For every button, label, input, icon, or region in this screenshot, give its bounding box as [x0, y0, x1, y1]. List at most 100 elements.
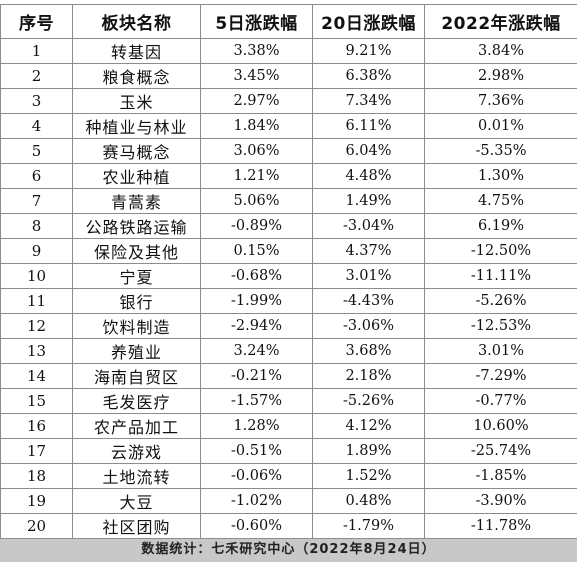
cell-change-20d: 4.48% — [312, 163, 425, 189]
table-row: 11 银行 -1.99% -4.43% -5.26% — [0, 288, 577, 314]
cell-sector-name: 土地流转 — [72, 463, 201, 489]
cell-change-5d: -0.68% — [200, 263, 313, 289]
cell-change-5d: -0.06% — [200, 463, 313, 489]
table-row: 9 保险及其他 0.15% 4.37% -12.50% — [0, 238, 577, 264]
cell-change-20d: -3.06% — [312, 313, 425, 339]
cell-sector-name: 银行 — [72, 288, 201, 314]
cell-index: 5 — [0, 138, 73, 164]
cell-sector-name: 玉米 — [72, 88, 201, 114]
cell-index: 16 — [0, 413, 73, 439]
header-change-2022: 2022年涨跌幅 — [424, 4, 577, 39]
table-row: 7 青蒿素 5.06% 1.49% 4.75% — [0, 188, 577, 214]
table-row: 12 饮料制造 -2.94% -3.06% -12.53% — [0, 313, 577, 339]
table-row: 19 大豆 -1.02% 0.48% -3.90% — [0, 488, 577, 514]
data-source-footer: 数据统计：七禾研究中心（2022年8月24日） — [0, 538, 577, 562]
cell-sector-name: 农业种植 — [72, 163, 201, 189]
cell-index: 14 — [0, 363, 73, 389]
cell-change-20d: -1.79% — [312, 513, 425, 539]
cell-index: 20 — [0, 513, 73, 539]
cell-sector-name: 饮料制造 — [72, 313, 201, 339]
cell-index: 9 — [0, 238, 73, 264]
cell-change-20d: 1.89% — [312, 438, 425, 464]
cell-change-5d: -1.02% — [200, 488, 313, 514]
cell-change-5d: -0.51% — [200, 438, 313, 464]
cell-change-2022: -7.29% — [424, 363, 577, 389]
cell-change-20d: -3.04% — [312, 213, 425, 239]
cell-sector-name: 公路铁路运输 — [72, 213, 201, 239]
cell-change-20d: 0.48% — [312, 488, 425, 514]
cell-index: 15 — [0, 388, 73, 414]
cell-change-5d: 1.28% — [200, 413, 313, 439]
cell-index: 1 — [0, 38, 73, 64]
table-row: 17 云游戏 -0.51% 1.89% -25.74% — [0, 438, 577, 464]
cell-change-2022: -11.11% — [424, 263, 577, 289]
table-row: 6 农业种植 1.21% 4.48% 1.30% — [0, 163, 577, 189]
cell-change-20d: 4.12% — [312, 413, 425, 439]
cell-index: 19 — [0, 488, 73, 514]
cell-index: 10 — [0, 263, 73, 289]
cell-sector-name: 宁夏 — [72, 263, 201, 289]
cell-sector-name: 农产品加工 — [72, 413, 201, 439]
cell-sector-name: 云游戏 — [72, 438, 201, 464]
cell-sector-name: 赛马概念 — [72, 138, 201, 164]
table-row: 1 转基因 3.38% 9.21% 3.84% — [0, 38, 577, 64]
cell-change-2022: 3.84% — [424, 38, 577, 64]
cell-change-5d: 3.24% — [200, 338, 313, 364]
header-sector-name: 板块名称 — [72, 4, 201, 39]
cell-index: 7 — [0, 188, 73, 214]
header-change-20d: 20日涨跌幅 — [312, 4, 425, 39]
cell-change-2022: 0.01% — [424, 113, 577, 139]
table-row: 4 种植业与林业 1.84% 6.11% 0.01% — [0, 113, 577, 139]
cell-change-2022: 4.75% — [424, 188, 577, 214]
cell-change-5d: 2.97% — [200, 88, 313, 114]
cell-change-5d: -0.21% — [200, 363, 313, 389]
cell-change-20d: 3.01% — [312, 263, 425, 289]
cell-change-20d: 2.18% — [312, 363, 425, 389]
cell-change-2022: -11.78% — [424, 513, 577, 539]
cell-index: 18 — [0, 463, 73, 489]
table-row: 3 玉米 2.97% 7.34% 7.36% — [0, 88, 577, 114]
table-row: 15 毛发医疗 -1.57% -5.26% -0.77% — [0, 388, 577, 414]
cell-change-5d: 1.84% — [200, 113, 313, 139]
cell-index: 17 — [0, 438, 73, 464]
cell-change-2022: -5.26% — [424, 288, 577, 314]
cell-change-5d: 5.06% — [200, 188, 313, 214]
cell-index: 12 — [0, 313, 73, 339]
cell-sector-name: 毛发医疗 — [72, 388, 201, 414]
cell-change-5d: 3.45% — [200, 63, 313, 89]
cell-change-5d: -0.60% — [200, 513, 313, 539]
cell-change-2022: 10.60% — [424, 413, 577, 439]
cell-change-2022: 7.36% — [424, 88, 577, 114]
cell-sector-name: 社区团购 — [72, 513, 201, 539]
table-header-row: 序号 板块名称 5日涨跌幅 20日涨跌幅 2022年涨跌幅 — [0, 4, 577, 39]
header-change-5d: 5日涨跌幅 — [200, 4, 313, 39]
sector-performance-table: 序号 板块名称 5日涨跌幅 20日涨跌幅 2022年涨跌幅 1 转基因 3.38% 9… — [0, 4, 577, 539]
table-row: 5 赛马概念 3.06% 6.04% -5.35% — [0, 138, 577, 164]
table-row: 16 农产品加工 1.28% 4.12% 10.60% — [0, 413, 577, 439]
cell-change-2022: -12.50% — [424, 238, 577, 264]
cell-sector-name: 海南自贸区 — [72, 363, 201, 389]
cell-sector-name: 大豆 — [72, 488, 201, 514]
cell-change-2022: 3.01% — [424, 338, 577, 364]
cell-change-20d: 1.49% — [312, 188, 425, 214]
cell-change-2022: -3.90% — [424, 488, 577, 514]
cell-index: 2 — [0, 63, 73, 89]
cell-change-2022: 2.98% — [424, 63, 577, 89]
cell-index: 3 — [0, 88, 73, 114]
table-row: 10 宁夏 -0.68% 3.01% -11.11% — [0, 263, 577, 289]
table-row: 2 粮食概念 3.45% 6.38% 2.98% — [0, 63, 577, 89]
cell-change-20d: 9.21% — [312, 38, 425, 64]
cell-change-5d: -1.57% — [200, 388, 313, 414]
cell-sector-name: 青蒿素 — [72, 188, 201, 214]
table-body: 1 转基因 3.38% 9.21% 3.84% 2 粮食概念 3.45% 6.38% 2.98% 3… — [0, 38, 577, 539]
cell-index: 13 — [0, 338, 73, 364]
cell-sector-name: 粮食概念 — [72, 63, 201, 89]
cell-change-5d: -2.94% — [200, 313, 313, 339]
cell-sector-name: 养殖业 — [72, 338, 201, 364]
cell-change-20d: 3.68% — [312, 338, 425, 364]
table-row: 8 公路铁路运输 -0.89% -3.04% 6.19% — [0, 213, 577, 239]
cell-change-5d: 1.21% — [200, 163, 313, 189]
cell-change-2022: -0.77% — [424, 388, 577, 414]
cell-change-2022: -25.74% — [424, 438, 577, 464]
